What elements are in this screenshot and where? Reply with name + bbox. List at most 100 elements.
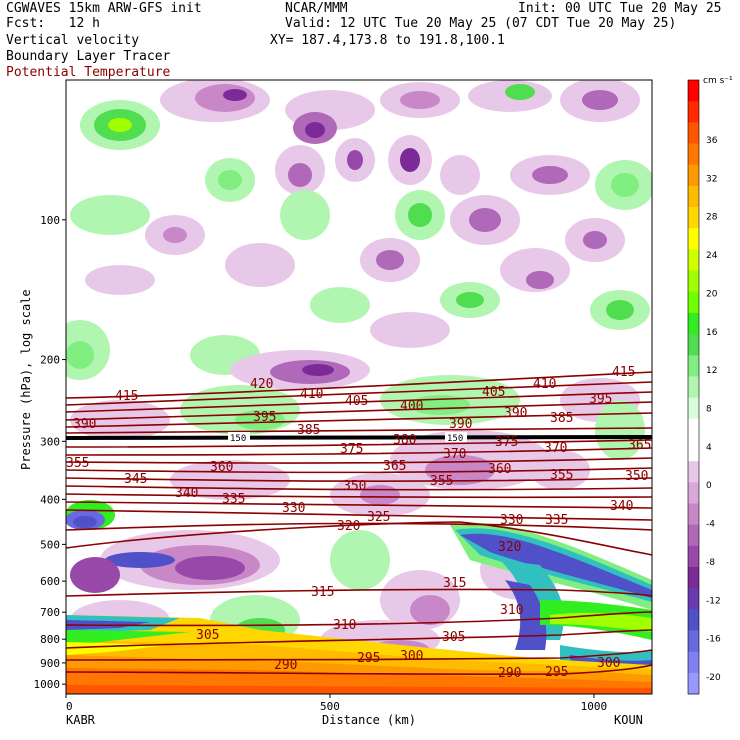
colorbar-swatch bbox=[688, 122, 699, 145]
theta-contour-label: 375 bbox=[495, 435, 518, 450]
colorbar: cm s⁻¹ 36 32 28 24 20 16 12 8 4 0 -4 -8 -12 -16 -20 bbox=[687, 76, 733, 695]
colorbar-swatch bbox=[688, 80, 699, 102]
valid-time: Valid: 12 UTC Tue 20 May 25 (07 CDT Tue … bbox=[285, 16, 677, 31]
theta-contour-label: 295 bbox=[357, 651, 380, 666]
x-axis: 0 500 1000 Distance (km) KABR KOUN bbox=[65, 694, 643, 727]
colorbar-swatch bbox=[688, 228, 699, 250]
x-axis-title: Distance (km) bbox=[322, 713, 416, 727]
theta-contour-label: 310 bbox=[500, 603, 523, 618]
colorbar-label: 28 bbox=[706, 213, 718, 223]
colorbar-swatch bbox=[688, 482, 699, 504]
theta-contour bbox=[65, 401, 653, 421]
colorbar-swatch bbox=[688, 334, 699, 356]
init-time: Init: 00 UTC Tue 20 May 25 bbox=[518, 1, 722, 16]
theta-contour-label: 390 bbox=[504, 406, 527, 421]
theta-contour-label: 315 bbox=[443, 576, 466, 591]
theta-contour-label: 340 bbox=[610, 499, 633, 514]
theta-contour-label: 385 bbox=[297, 423, 320, 438]
colorbar-swatch bbox=[688, 672, 699, 695]
theta-contour-label: 305 bbox=[442, 630, 465, 645]
theta-contour-label: 370 bbox=[544, 441, 567, 456]
theta-contour bbox=[65, 501, 653, 509]
theta-contour bbox=[65, 447, 653, 456]
x-tick-label: 1000 bbox=[581, 700, 608, 713]
x-right-station: KOUN bbox=[614, 713, 643, 727]
theta-contour-label: 380 bbox=[393, 433, 416, 448]
colorbar-swatch bbox=[688, 461, 699, 483]
theta-contour bbox=[65, 477, 653, 482]
theta-contour-label: 295 bbox=[545, 665, 568, 680]
theta-contour-label: 370 bbox=[443, 447, 466, 462]
theta-contour bbox=[65, 493, 653, 499]
x-tick-label: 500 bbox=[320, 700, 340, 713]
model-title: CGWAVES 15km ARW-GFS init bbox=[6, 1, 202, 16]
bl-tracer-line bbox=[65, 435, 653, 440]
plot-frame bbox=[65, 79, 653, 695]
theta-contour-label: 400 bbox=[400, 399, 423, 414]
colorbar-label: -8 bbox=[706, 558, 715, 568]
colorbar-label: -16 bbox=[706, 635, 721, 645]
field-layers bbox=[66, 80, 652, 694]
forecast-label: Fcst: 12 h bbox=[6, 16, 100, 31]
theta-contour-label: 325 bbox=[367, 510, 390, 525]
theta-contour bbox=[65, 522, 653, 531]
theta-contour-label: 395 bbox=[589, 392, 612, 407]
theta-contour bbox=[65, 649, 653, 661]
theta-contour-label: 345 bbox=[124, 472, 147, 487]
theta-contour-label: 310 bbox=[333, 618, 356, 633]
colorbar-swatch bbox=[688, 291, 699, 314]
theta-contour-label: 330 bbox=[282, 501, 305, 516]
theta-contour-label: 335 bbox=[222, 492, 245, 507]
theta-contour-label: 410 bbox=[300, 387, 323, 402]
theta-contour-label: 415 bbox=[115, 389, 138, 404]
colorbar-swatch bbox=[688, 566, 699, 589]
theta-contour-label: 395 bbox=[253, 410, 276, 425]
theta-contour bbox=[65, 509, 653, 521]
theta-contour-label: 355 bbox=[430, 474, 453, 489]
y-tick-label: 300 bbox=[40, 435, 60, 448]
colorbar-label: -12 bbox=[706, 596, 721, 606]
colorbar-label: 0 bbox=[706, 481, 712, 491]
theta-contour bbox=[65, 521, 653, 556]
colorbar-label: 12 bbox=[706, 366, 717, 376]
theta-contour bbox=[65, 381, 653, 406]
theta-contour-label: 290 bbox=[274, 658, 297, 673]
theta-contour-label: 350 bbox=[625, 469, 648, 484]
colorbar-swatch bbox=[688, 376, 699, 399]
theta-contour-label: 405 bbox=[345, 394, 368, 409]
colorbar-label: 36 bbox=[706, 136, 718, 146]
theta-contour bbox=[65, 391, 653, 413]
y-tick-label: 800 bbox=[40, 633, 60, 646]
theta-contour-label: 340 bbox=[175, 486, 198, 501]
colorbar-label: 8 bbox=[706, 405, 712, 415]
theta-contour-label: 420 bbox=[250, 377, 273, 392]
theta-contour-label: 330 bbox=[500, 513, 523, 528]
colorbar-label: 32 bbox=[706, 174, 717, 184]
field-theta: Potential Temperature bbox=[6, 65, 171, 80]
colorbar-swatch bbox=[688, 185, 699, 208]
y-tick-label: 200 bbox=[40, 354, 60, 367]
theta-contour-label: 355 bbox=[66, 456, 89, 471]
colorbar-swatch bbox=[688, 630, 699, 653]
theta-contour bbox=[65, 457, 653, 464]
fcst-label: Fcst: bbox=[6, 16, 46, 31]
colorbar-swatch bbox=[688, 355, 699, 377]
colorbar-label: -20 bbox=[706, 673, 721, 683]
theta-contour bbox=[65, 611, 653, 627]
colorbar-frame bbox=[687, 79, 700, 695]
theta-contour-label: 405 bbox=[482, 385, 505, 400]
colorbar-swatch bbox=[688, 439, 699, 462]
colorbar-label: 4 bbox=[706, 443, 712, 453]
upper-wave-blobs bbox=[66, 80, 652, 380]
x-left-station: KABR bbox=[66, 713, 96, 727]
theta-contour bbox=[65, 629, 653, 649]
colorbar-swatch bbox=[688, 164, 699, 187]
theta-contour-label: 290 bbox=[498, 666, 521, 681]
theta-contour-label: 390 bbox=[449, 417, 472, 432]
theta-contours bbox=[65, 371, 653, 676]
colorbar-swatch bbox=[688, 609, 699, 631]
y-tick-label: 500 bbox=[40, 538, 60, 551]
theta-contour-label: 385 bbox=[550, 411, 573, 426]
colorbar-swatch bbox=[688, 503, 699, 526]
colorbar-label: 20 bbox=[706, 289, 718, 299]
